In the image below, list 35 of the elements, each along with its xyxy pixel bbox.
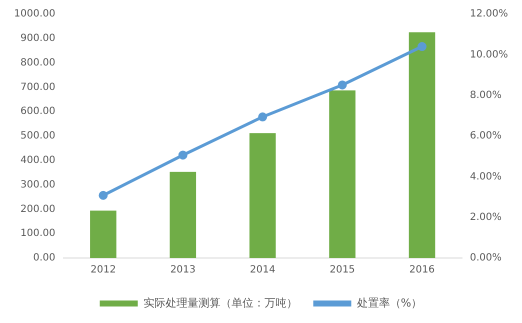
- y-tick-label: 900.00: [20, 32, 56, 44]
- y-tick-label: 600.00: [20, 106, 56, 118]
- bar: [329, 90, 356, 258]
- point: [418, 42, 427, 52]
- x-tick-label: 2015: [330, 264, 356, 276]
- bar: [408, 32, 436, 258]
- y-tick-label: 500.00: [20, 130, 56, 142]
- y2-tick-label: 6.00%: [470, 130, 502, 142]
- x-tick-label: 2016: [409, 264, 435, 276]
- y2-tick-label: 2.00%: [470, 212, 502, 223]
- y-tick-label: 100.00: [20, 228, 56, 240]
- x-tick-label: 2013: [170, 264, 196, 276]
- y-tick-label: 700.00: [20, 82, 56, 93]
- point: [98, 190, 108, 200]
- y-tick-label: 300.00: [20, 179, 56, 190]
- y-tick-label: 0.00: [33, 252, 56, 264]
- y2-tick-label: 0.00%: [470, 252, 502, 264]
- x-tick-label: 2014: [250, 264, 276, 276]
- point: [178, 150, 188, 160]
- bar: [249, 133, 276, 258]
- y-tick-label: 1000.00: [14, 8, 56, 20]
- legend-label: 处置率（%）: [356, 296, 422, 310]
- y2-tick-label: 8.00%: [470, 90, 502, 101]
- bar: [90, 210, 116, 258]
- x-tick-label: 2012: [90, 264, 116, 276]
- y-tick-label: 400.00: [20, 154, 56, 166]
- point: [258, 112, 268, 122]
- point: [338, 80, 347, 90]
- bar: [170, 172, 196, 258]
- legend-label: 实际处理量测算（单位：万吨）: [143, 296, 298, 310]
- y2-tick-label: 10.00%: [470, 49, 508, 60]
- y-tick-label: 800.00: [20, 57, 56, 68]
- y2-tick-label: 12.00%: [470, 8, 508, 20]
- y2-tick-label: 4.00%: [470, 171, 502, 182]
- y-tick-label: 200.00: [20, 204, 56, 215]
